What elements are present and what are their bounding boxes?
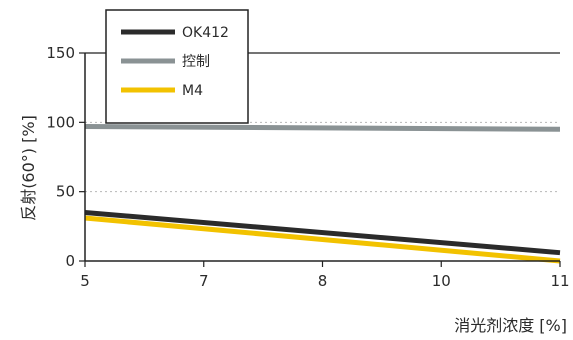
legend-box (105, 9, 249, 124)
series-line (84, 123, 561, 132)
series-layer (84, 123, 561, 264)
x-tick-label: 7 (199, 272, 209, 290)
x-tick-label: 5 (80, 272, 90, 290)
series-line (84, 215, 561, 264)
y-tick-label: 50 (56, 183, 75, 201)
y-axis-title: 反射(60°) [%] (19, 115, 38, 221)
y-tick-label: 100 (46, 113, 75, 131)
x-axis-title: 消光剂浓度 [%] (454, 316, 567, 335)
legend-label: M4 (182, 83, 203, 99)
x-tick-label: 11 (550, 272, 569, 290)
legend: OK412 控制 M4 (105, 9, 249, 124)
y-tick-label: 0 (65, 252, 75, 270)
x-tick-label: 8 (318, 272, 328, 290)
legend-label: 控制 (182, 54, 210, 70)
legend-label: OK412 (182, 25, 229, 41)
series-line (84, 209, 561, 256)
x-tick-label: 10 (432, 272, 451, 290)
y-tick-label: 150 (46, 44, 75, 62)
tick-labels: 0 50 100 150 5 7 8 10 11 (46, 44, 569, 290)
